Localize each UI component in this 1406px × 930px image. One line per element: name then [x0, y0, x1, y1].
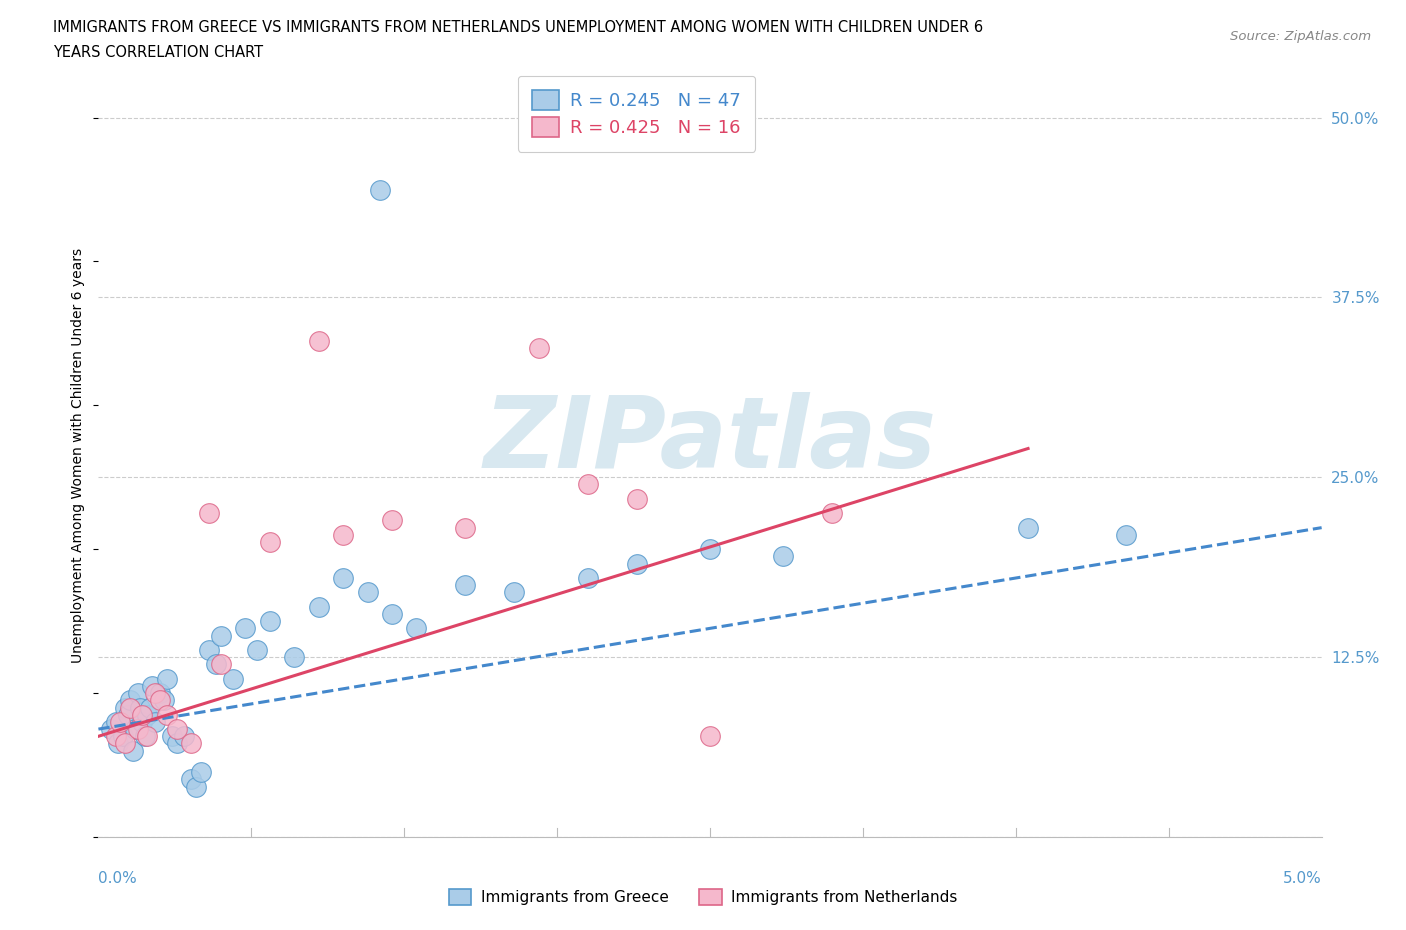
- Point: [197, 506, 219, 521]
- Point: [699, 729, 721, 744]
- Point: [110, 714, 132, 729]
- Point: [131, 707, 153, 722]
- Y-axis label: Unemployment Among Women with Children Under 6 years: Unemployment Among Women with Children U…: [72, 248, 86, 663]
- Point: [197, 643, 219, 658]
- Point: [190, 764, 212, 779]
- Point: [503, 585, 526, 600]
- Point: [107, 736, 129, 751]
- Point: [209, 657, 232, 671]
- Text: 0.0%: 0.0%: [98, 871, 138, 886]
- Point: [166, 736, 188, 751]
- Point: [209, 628, 232, 643]
- Point: [259, 614, 281, 629]
- Point: [124, 722, 146, 737]
- Point: [454, 578, 477, 592]
- Point: [149, 693, 172, 708]
- Point: [100, 722, 122, 737]
- Point: [180, 772, 202, 787]
- Point: [136, 707, 159, 722]
- Point: [283, 650, 305, 665]
- Point: [454, 520, 477, 535]
- Point: [180, 736, 202, 751]
- Point: [114, 700, 136, 715]
- Point: [153, 693, 176, 708]
- Point: [117, 707, 139, 722]
- Point: [136, 729, 159, 744]
- Point: [381, 513, 404, 528]
- Point: [156, 671, 179, 686]
- Point: [222, 671, 245, 686]
- Point: [308, 599, 330, 614]
- Legend: Immigrants from Greece, Immigrants from Netherlands: Immigrants from Greece, Immigrants from …: [443, 883, 963, 911]
- Point: [104, 714, 127, 729]
- Point: [160, 729, 183, 744]
- Point: [120, 700, 142, 715]
- Point: [114, 736, 136, 751]
- Point: [127, 685, 149, 700]
- Point: [259, 535, 281, 550]
- Legend: R = 0.245   N = 47, R = 0.425   N = 16: R = 0.245 N = 47, R = 0.425 N = 16: [517, 76, 755, 152]
- Text: Source: ZipAtlas.com: Source: ZipAtlas.com: [1230, 30, 1371, 43]
- Point: [173, 729, 195, 744]
- Point: [1017, 520, 1039, 535]
- Point: [131, 714, 153, 729]
- Point: [104, 729, 127, 744]
- Point: [149, 685, 172, 700]
- Text: IMMIGRANTS FROM GREECE VS IMMIGRANTS FROM NETHERLANDS UNEMPLOYMENT AMONG WOMEN W: IMMIGRANTS FROM GREECE VS IMMIGRANTS FRO…: [53, 20, 984, 35]
- Point: [166, 722, 188, 737]
- Point: [143, 685, 166, 700]
- Text: ZIPatlas: ZIPatlas: [484, 392, 936, 489]
- Point: [156, 707, 179, 722]
- Point: [626, 491, 648, 506]
- Point: [139, 700, 162, 715]
- Point: [1115, 527, 1137, 542]
- Point: [127, 722, 149, 737]
- Point: [368, 182, 391, 197]
- Point: [576, 477, 599, 492]
- Point: [233, 621, 256, 636]
- Point: [381, 606, 404, 621]
- Point: [821, 506, 844, 521]
- Point: [246, 643, 269, 658]
- Point: [205, 657, 228, 671]
- Point: [356, 585, 378, 600]
- Text: 5.0%: 5.0%: [1282, 871, 1322, 886]
- Text: YEARS CORRELATION CHART: YEARS CORRELATION CHART: [53, 45, 263, 60]
- Point: [772, 549, 794, 564]
- Point: [332, 527, 354, 542]
- Point: [111, 729, 134, 744]
- Point: [141, 679, 163, 694]
- Point: [626, 556, 648, 571]
- Point: [143, 714, 166, 729]
- Point: [527, 340, 550, 355]
- Point: [129, 700, 152, 715]
- Point: [332, 571, 354, 586]
- Point: [308, 333, 330, 348]
- Point: [699, 542, 721, 557]
- Point: [186, 779, 208, 794]
- Point: [576, 571, 599, 586]
- Point: [134, 729, 156, 744]
- Point: [405, 621, 427, 636]
- Point: [120, 693, 142, 708]
- Point: [121, 743, 143, 758]
